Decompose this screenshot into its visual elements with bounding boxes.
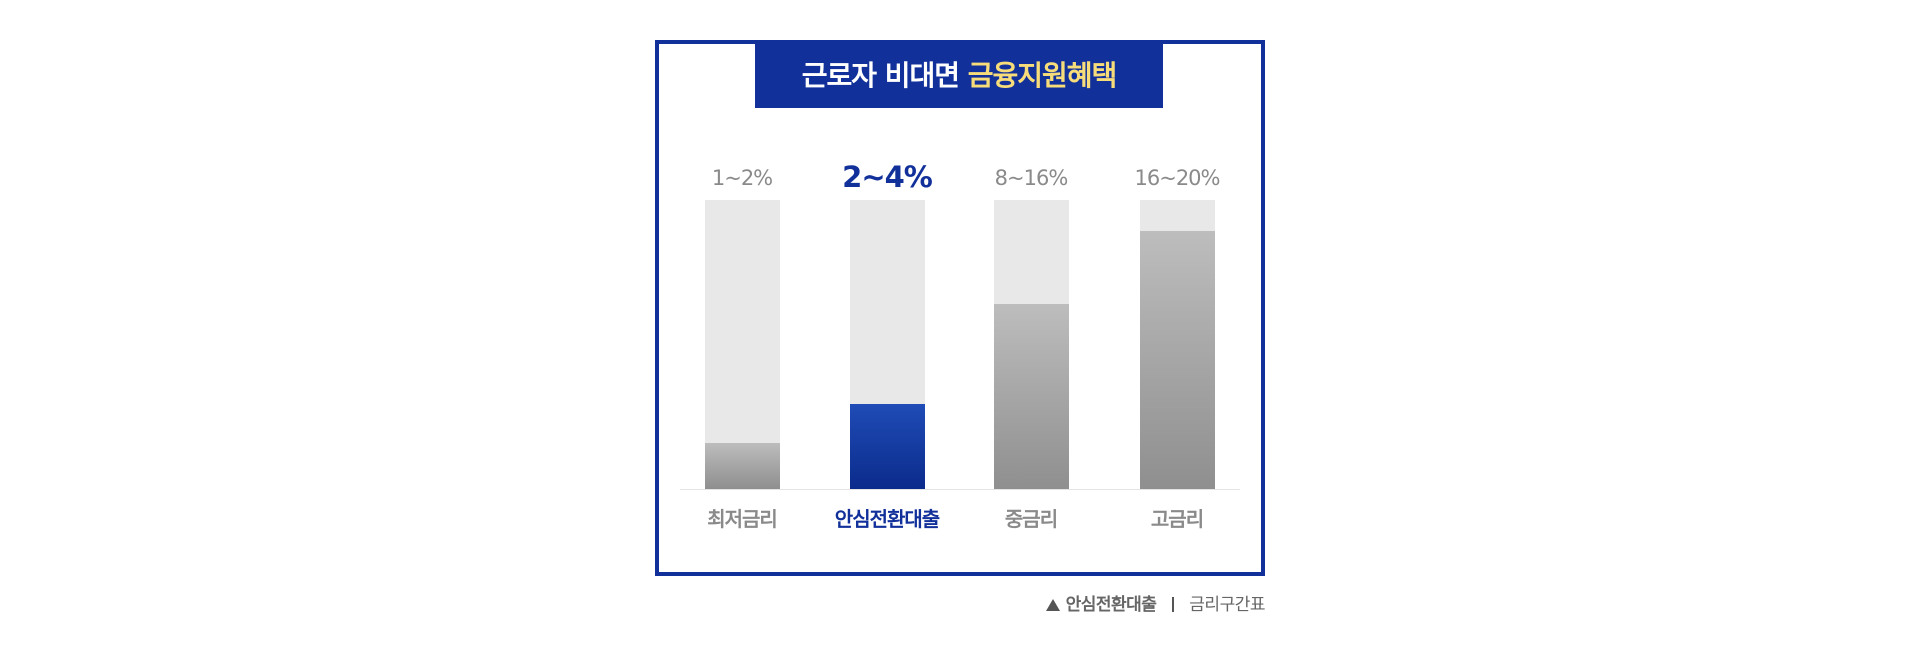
range-label: 1~2%	[711, 166, 773, 190]
frame	[655, 40, 1265, 576]
bar-fill	[994, 304, 1069, 489]
title: 근로자 비대면	[801, 59, 960, 92]
bar-track	[705, 200, 780, 489]
category-label: 중금리	[1004, 507, 1058, 531]
category-label: 안심전환대출	[834, 507, 940, 531]
range-label: 8~16%	[994, 166, 1069, 190]
bar-track	[850, 200, 925, 489]
triangle-icon	[1046, 599, 1061, 611]
bar-fill	[850, 404, 925, 489]
bar-fill	[705, 443, 780, 489]
title-highlight: 금융지원혜택	[967, 59, 1118, 92]
baseline	[680, 489, 1240, 490]
title-banner: 근로자 비대면 금융지원혜택	[755, 44, 1163, 108]
separator	[1171, 597, 1174, 612]
bar-track	[994, 200, 1069, 489]
footer-right: 금리구간표	[1189, 595, 1265, 615]
footer: 안심전환대출 금리구간표	[1046, 590, 1265, 615]
footer-left: 안심전환대출	[1065, 595, 1157, 615]
range-label: 2~4%	[842, 160, 933, 194]
range-label: 16~20%	[1134, 166, 1221, 190]
category-label: 고금리	[1150, 507, 1204, 531]
bar-track	[1140, 200, 1215, 489]
bar-fill	[1140, 231, 1215, 489]
category-label: 최저금리	[707, 507, 778, 531]
